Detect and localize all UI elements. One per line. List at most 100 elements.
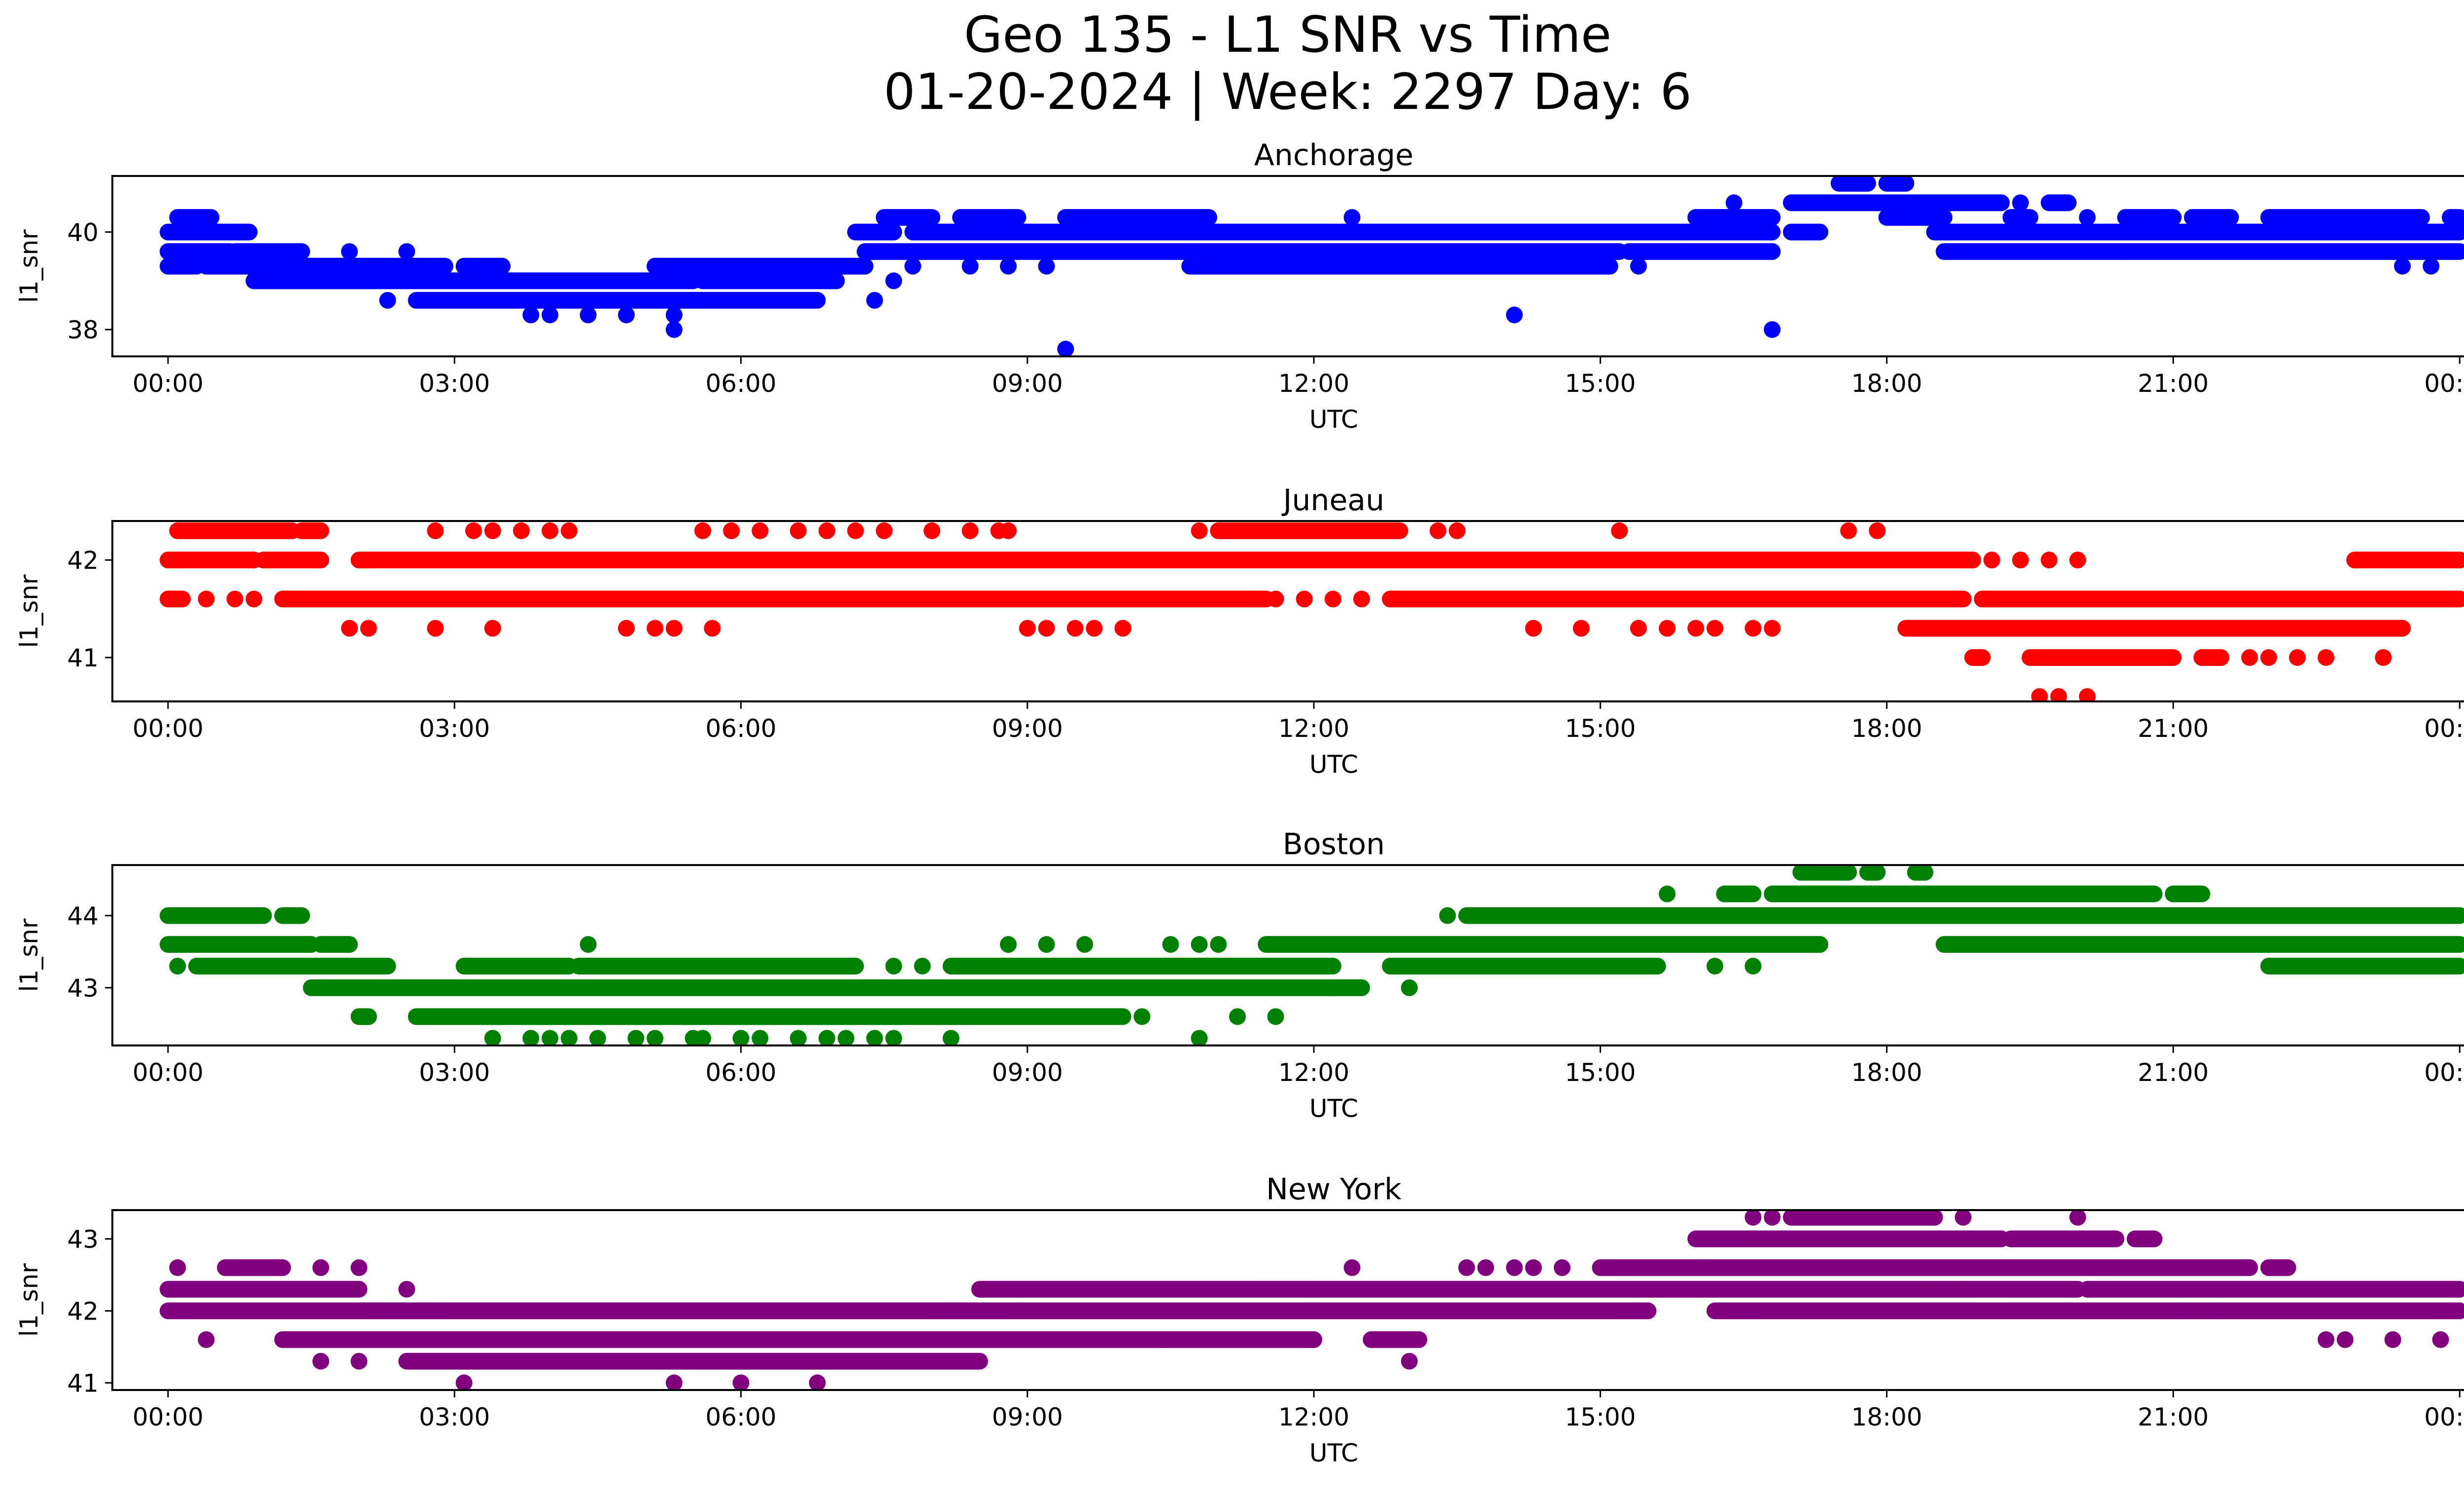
anchorage-point-band [2184,209,2239,226]
anchorage-point [1630,258,1647,275]
new-york-point-band [1782,1210,1943,1226]
juneau-point [1840,522,1857,539]
juneau-point [542,522,559,539]
boston-point-band [1019,1008,1131,1025]
anchorage-point [542,306,559,323]
boston-y-axis-label: l1_snr [15,918,43,992]
juneau-point-band [2193,649,2229,666]
boston-point-band [2193,907,2464,924]
juneau-point [513,522,530,539]
anchorage-point-band [1181,243,1628,260]
anchorage-point-band [1782,194,2010,211]
new-york-point [198,1331,215,1348]
new-york-point [1764,1210,1781,1226]
new-york-point [1410,1331,1428,1348]
anchorage-point-band [226,243,310,260]
juneau-point [1019,620,1036,637]
subplot-juneau: Juneau 00:00 03:00 06:00 09:00 12:00 15:00 18:0… [15,483,2464,779]
new-york-point-band [1305,1281,1647,1298]
new-york-point-band [1592,1259,1705,1276]
new-york-point-band [1687,1259,2258,1276]
anchorage-point-band [1687,209,1781,226]
boston-x-tick-label: 03:00 [419,1058,490,1087]
boston-x-axis-label: UTC [1309,1094,1358,1123]
juneau-x-tick-label: 15:00 [1565,714,1636,743]
anchorage-point-band [1926,223,2464,241]
juneau-x-tick-label: 18:00 [1851,714,1922,743]
boston-x-tick-label: 00:00 [133,1058,204,1087]
boston-point [866,1030,883,1045]
juneau-x-axis-label: UTC [1309,750,1358,779]
new-york-point-band [1153,1331,1323,1348]
page-title-line-1: Geo 135 - L1 SNR vs Time [964,5,1611,64]
anchorage-point [2117,243,2134,260]
new-york-x-tick-label: 09:00 [992,1403,1063,1431]
juneau-point [704,620,721,637]
juneau-point-band [274,591,1275,608]
new-york-point [398,1281,415,1298]
anchorage-point-band [1935,243,2464,260]
juneau-point-band [350,552,1982,569]
boston-point-band [942,957,1341,974]
anchorage-point-band [1878,176,1915,192]
new-york-point [350,1353,368,1370]
juneau-point [1745,620,1762,637]
new-york-point-band [398,1353,988,1370]
boston-x-tick-label: 12:00 [1278,1058,1349,1087]
juneau-point [647,620,664,637]
anchorage-x-tick-label: 06:00 [705,369,776,398]
new-york-point [350,1259,368,1276]
boston-point [1745,957,1762,974]
anchorage-point [647,258,664,275]
new-york-point [1954,1210,1972,1226]
new-york-point [2021,1281,2039,1298]
anchorage-point-band [694,272,845,289]
boston-point [484,1030,501,1045]
new-york-point [665,1374,683,1390]
juneau-point [1611,522,1628,539]
new-york-y-tick-label: 43 [67,1225,99,1253]
boston-point [1229,1008,1246,1025]
anchorage-point-band [159,243,239,260]
juneau-point [876,522,893,539]
anchorage-x-tick-label: 09:00 [992,369,1063,398]
juneau-point [1324,591,1341,608]
juneau-point [847,522,864,539]
anchorage-x-tick-label: 21:00 [2138,369,2209,398]
juneau-point-band [2346,552,2464,569]
juneau-x-tick-label: 03:00 [419,714,490,743]
juneau-point [245,591,263,608]
anchorage-y-tick-label: 40 [67,218,99,247]
juneau-point [427,620,444,637]
juneau-point-band [1964,649,1991,666]
boston-x-tick-label: 06:00 [705,1058,776,1087]
anchorage-point [1057,341,1074,356]
boston-title: Boston [1283,827,1385,862]
juneau-point [1573,620,1590,637]
new-york-point-band [159,1281,368,1298]
boston-point [1267,1008,1284,1025]
boston-x-tick-label: 00:00 [2424,1058,2464,1087]
boston-point-band [1792,865,1857,881]
juneau-point [2260,649,2277,666]
anchorage-point-band [952,209,1027,226]
anchorage-x-tick-label: 00:00 [2424,369,2464,398]
juneau-point [427,522,444,539]
juneau-point [1000,522,1017,539]
new-york-point-band [952,1302,1657,1320]
juneau-y-axis-label: l1_snr [15,574,43,648]
juneau-markers [159,522,2464,701]
juneau-point [341,620,358,637]
juneau-point-band [1974,591,2464,608]
new-york-point [1343,1259,1361,1276]
juneau-point [1429,522,1446,539]
anchorage-x-tick-label: 18:00 [1851,369,1922,398]
boston-point [1162,936,1179,953]
new-york-point [1745,1210,1762,1226]
boston-point [1706,957,1723,974]
anchorage-point [2423,258,2440,275]
anchorage-point [398,243,415,260]
juneau-point [2375,649,2392,666]
boston-x-tick-label: 18:00 [1851,1058,1922,1087]
anchorage-point-band [1677,223,1781,241]
